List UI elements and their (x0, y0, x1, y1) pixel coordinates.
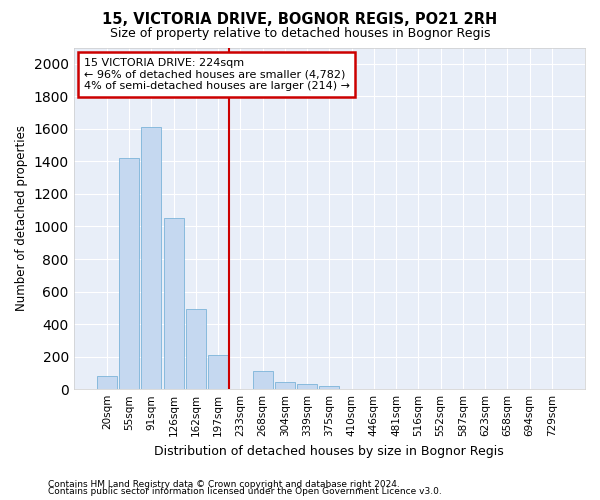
Text: Contains HM Land Registry data © Crown copyright and database right 2024.: Contains HM Land Registry data © Crown c… (48, 480, 400, 489)
Text: 15, VICTORIA DRIVE, BOGNOR REGIS, PO21 2RH: 15, VICTORIA DRIVE, BOGNOR REGIS, PO21 2… (103, 12, 497, 28)
Bar (97, 376, 117, 389)
Y-axis label: Number of detached properties: Number of detached properties (15, 126, 28, 312)
Bar (119, 158, 139, 389)
Bar (297, 384, 317, 389)
Bar (275, 382, 295, 389)
Bar (208, 355, 228, 389)
Text: Size of property relative to detached houses in Bognor Regis: Size of property relative to detached ho… (110, 28, 490, 40)
Bar (319, 386, 340, 389)
Text: Contains public sector information licensed under the Open Government Licence v3: Contains public sector information licen… (48, 488, 442, 496)
Bar (142, 127, 161, 389)
Bar (164, 218, 184, 389)
X-axis label: Distribution of detached houses by size in Bognor Regis: Distribution of detached houses by size … (154, 444, 504, 458)
Bar (253, 372, 272, 389)
Bar (186, 310, 206, 389)
Text: 15 VICTORIA DRIVE: 224sqm
← 96% of detached houses are smaller (4,782)
4% of sem: 15 VICTORIA DRIVE: 224sqm ← 96% of detac… (84, 58, 350, 91)
